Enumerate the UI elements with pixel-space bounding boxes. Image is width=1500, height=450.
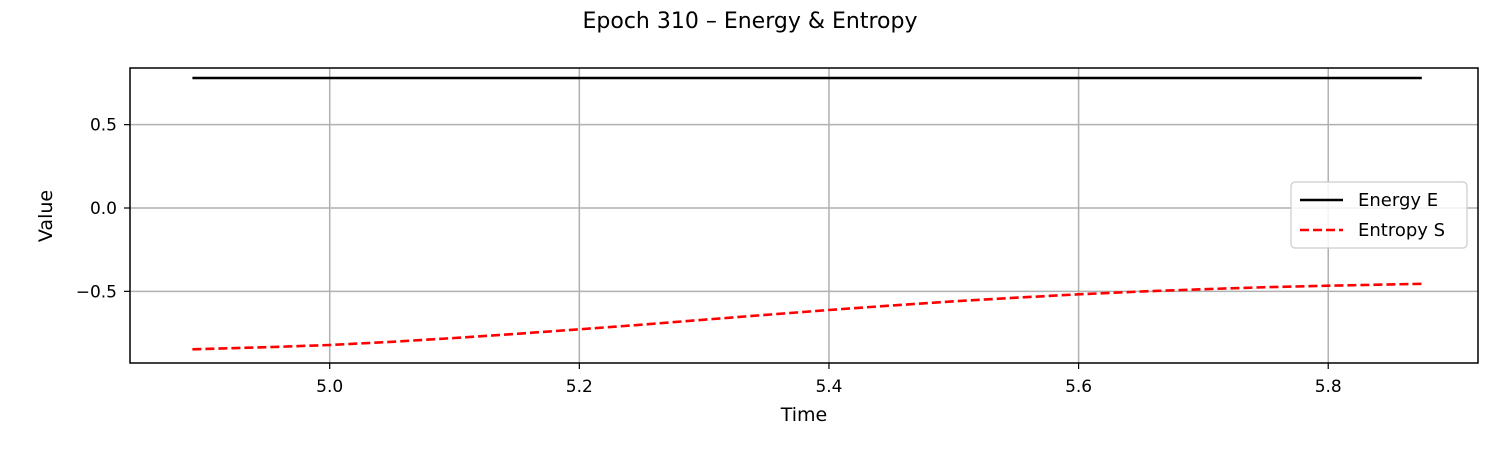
y-axis-label: Value	[35, 190, 57, 242]
x-tick-label: 5.8	[1315, 377, 1342, 397]
legend-box	[1290, 181, 1468, 249]
legend-label-entropy: Entropy S	[1358, 220, 1445, 241]
x-axis-label: Time	[780, 404, 828, 426]
y-axis: 0.5 0.0 −0.5	[76, 116, 130, 302]
series-layer	[192, 76, 1422, 351]
x-tick-label: 5.4	[815, 377, 842, 397]
grid	[130, 68, 1478, 363]
y-tick-label: 0.5	[90, 116, 117, 136]
y-tick-label: −0.5	[76, 282, 117, 302]
legend-label-energy: Energy E	[1358, 190, 1438, 211]
chart-title: Epoch 310 – Energy & Entropy	[583, 9, 918, 34]
x-tick-label: 5.6	[1065, 377, 1092, 397]
x-tick-label: 5.0	[316, 377, 343, 397]
x-tick-label: 5.2	[566, 377, 593, 397]
series-line-entropy	[192, 282, 1422, 351]
legend: Energy E Entropy S	[1290, 181, 1468, 249]
x-axis: 5.0 5.2 5.4 5.6 5.8	[316, 363, 1342, 397]
y-tick-label: 0.0	[90, 199, 117, 219]
plot-frame	[129, 67, 1479, 364]
